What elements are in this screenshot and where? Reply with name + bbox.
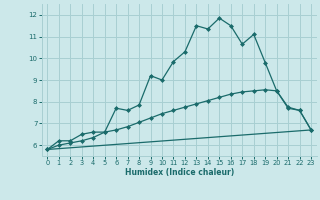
X-axis label: Humidex (Indice chaleur): Humidex (Indice chaleur) xyxy=(124,168,234,177)
